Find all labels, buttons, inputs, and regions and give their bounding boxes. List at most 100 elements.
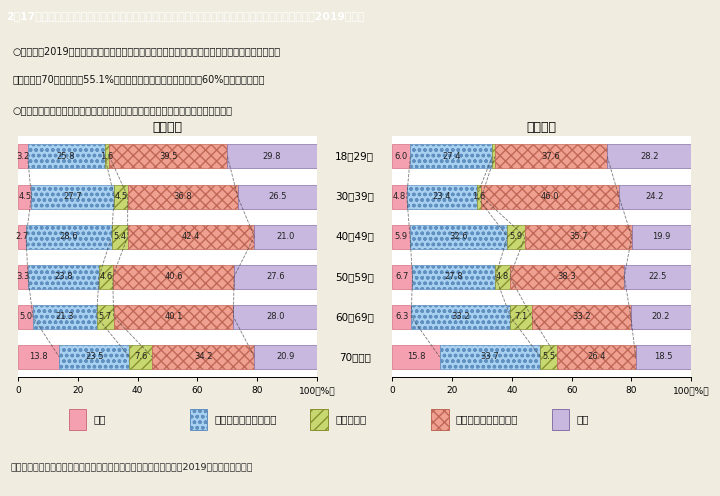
Bar [190, 409, 207, 430]
Bar [18, 185, 32, 209]
Bar [254, 225, 317, 248]
Text: 2－17図　「夫は外で働き、妻は家庭を守るべきである」という考え方に関する意識の現状（令和元（2019）年）: 2－17図 「夫は外で働き、妻は家庭を守るべきである」という考え方に関する意識の… [6, 11, 364, 21]
Bar [540, 345, 557, 369]
Bar [114, 185, 127, 209]
Text: 40.1: 40.1 [164, 312, 183, 321]
Bar [392, 185, 407, 209]
Text: 70歳以上: 70歳以上 [338, 352, 371, 362]
Text: 女性では70歳以上では55.1%であるものの、その他の年齢では60%を超えている。: 女性では70歳以上では55.1%であるものの、その他の年齢では60%を超えている… [13, 74, 266, 84]
Bar [233, 305, 317, 329]
Bar [495, 265, 510, 289]
Text: 20.2: 20.2 [652, 312, 670, 321]
Bar [127, 225, 254, 248]
Text: 27.7: 27.7 [63, 192, 82, 201]
Text: 30～39歳: 30～39歳 [336, 191, 374, 201]
Bar [26, 225, 112, 248]
Text: 5.0: 5.0 [19, 312, 32, 321]
Text: どちらかといえば賛成: どちらかといえば賛成 [215, 414, 277, 424]
Bar [492, 144, 495, 169]
Text: 5.7: 5.7 [99, 312, 112, 321]
Text: 6.0: 6.0 [395, 152, 408, 161]
Text: 36.8: 36.8 [174, 192, 192, 201]
Text: 37.6: 37.6 [541, 152, 560, 161]
Bar [113, 265, 234, 289]
Text: 25.8: 25.8 [57, 152, 76, 161]
Bar [636, 345, 691, 369]
Text: 26.4: 26.4 [587, 353, 606, 362]
Text: 4.6: 4.6 [99, 272, 112, 281]
Text: 28.6: 28.6 [60, 232, 78, 241]
Bar [477, 185, 482, 209]
Bar [392, 225, 410, 248]
Text: 4.8: 4.8 [496, 272, 509, 281]
Bar [392, 345, 440, 369]
Text: わからない: わからない [336, 414, 366, 424]
Bar [631, 305, 691, 329]
Text: 23.5: 23.5 [85, 353, 104, 362]
Text: 26.5: 26.5 [268, 192, 287, 201]
Text: 反対: 反対 [577, 414, 589, 424]
Bar [552, 409, 570, 430]
Text: 28.0: 28.0 [266, 312, 284, 321]
Bar [411, 305, 510, 329]
Text: 22.5: 22.5 [649, 272, 667, 281]
Bar [114, 305, 233, 329]
Text: 24.2: 24.2 [646, 192, 665, 201]
Text: 2.7: 2.7 [15, 232, 29, 241]
Title: ＜男性＞: ＜男性＞ [527, 121, 557, 134]
Bar [624, 265, 691, 289]
Bar [234, 265, 317, 289]
Text: 5.4: 5.4 [113, 232, 126, 241]
Text: 27.6: 27.6 [266, 272, 284, 281]
Text: 27.8: 27.8 [445, 272, 463, 281]
Bar [407, 185, 477, 209]
Bar [413, 265, 495, 289]
Text: 35.7: 35.7 [569, 232, 588, 241]
Text: 46.0: 46.0 [541, 192, 559, 201]
Text: 38.3: 38.3 [558, 272, 577, 281]
Text: 3.3: 3.3 [17, 272, 30, 281]
Bar [18, 144, 27, 169]
Bar [59, 345, 130, 369]
Text: 21.0: 21.0 [276, 232, 295, 241]
Text: 28.2: 28.2 [640, 152, 659, 161]
Bar [109, 144, 228, 169]
Text: ○男性でも性別役割分担意識に反対する者の割合が、現役世代で高くなっている。: ○男性でも性別役割分担意識に反対する者の割合が、現役世代で高くなっている。 [13, 105, 233, 115]
Bar [228, 144, 317, 169]
Bar [27, 144, 104, 169]
Text: 23.4: 23.4 [433, 192, 451, 201]
Bar [410, 225, 508, 248]
Text: 33.2: 33.2 [451, 312, 470, 321]
Text: 33.7: 33.7 [480, 353, 500, 362]
Text: 5.9: 5.9 [395, 232, 408, 241]
Text: 60～69歳: 60～69歳 [336, 312, 374, 322]
Text: 18～29歳: 18～29歳 [335, 151, 374, 161]
Text: 27.4: 27.4 [442, 152, 461, 161]
Text: 33.2: 33.2 [572, 312, 590, 321]
Bar [510, 265, 624, 289]
Bar [440, 345, 540, 369]
Text: 40.6: 40.6 [164, 272, 183, 281]
Text: 1.6: 1.6 [472, 192, 486, 201]
Bar [557, 345, 636, 369]
Bar [130, 345, 152, 369]
Bar [238, 185, 317, 209]
Text: 7.6: 7.6 [134, 353, 148, 362]
Bar [531, 305, 631, 329]
Text: 5.5: 5.5 [542, 353, 555, 362]
Bar [525, 225, 631, 248]
Text: 3.2: 3.2 [16, 152, 30, 161]
Bar [18, 225, 26, 248]
Bar [392, 265, 413, 289]
Bar [254, 345, 317, 369]
Bar [127, 185, 238, 209]
Text: 23.8: 23.8 [54, 272, 73, 281]
Text: ○令和元（2019）年の結果を、男女年齢別に見ると、性別役割分担意識に反対する者の割合は、: ○令和元（2019）年の結果を、男女年齢別に見ると、性別役割分担意識に反対する者… [13, 46, 281, 56]
Title: ＜女性＞: ＜女性＞ [153, 121, 182, 134]
Bar [631, 225, 691, 248]
Bar [510, 305, 531, 329]
Bar [495, 144, 607, 169]
Bar [410, 144, 492, 169]
Text: 1.6: 1.6 [100, 152, 114, 161]
Bar [104, 144, 109, 169]
